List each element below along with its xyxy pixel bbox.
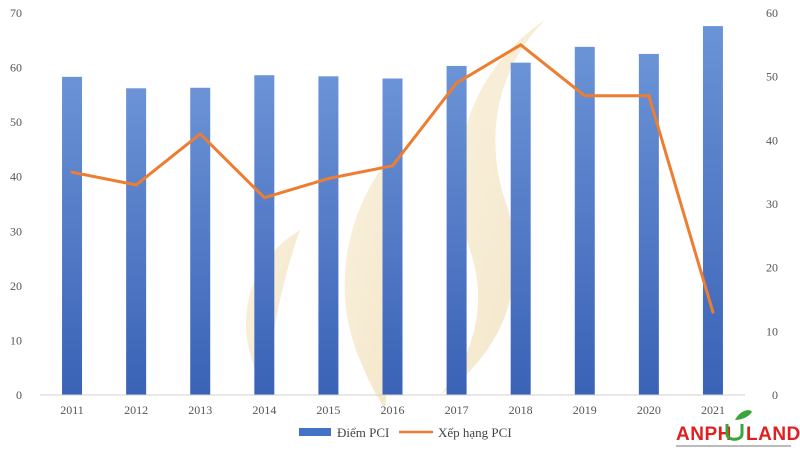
left-axis-tick-label: 40 [10, 170, 22, 184]
brand-logo-tagline [676, 445, 791, 447]
line-point [70, 170, 74, 174]
bar [126, 88, 147, 396]
x-axis-tick-label: 2017 [445, 403, 469, 417]
right-axis-tick-label: 30 [766, 197, 778, 211]
bar [62, 76, 83, 395]
x-axis-tick-label: 2018 [509, 403, 533, 417]
right-y-axis: 0 10 20 30 40 50 60 [766, 6, 778, 402]
x-axis-tick-label: 2020 [637, 403, 661, 417]
bar [382, 78, 403, 395]
left-axis-tick-label: 0 [16, 388, 22, 402]
brand-logo-leaf-icon [735, 410, 752, 420]
left-axis-tick-label: 60 [10, 61, 22, 75]
right-axis-tick-label: 0 [772, 388, 778, 402]
brand-logo-text-b: LAND [746, 424, 800, 445]
legend: Điểm PCI Xếp hạng PCI [299, 425, 512, 440]
legend-swatch-bar [299, 428, 331, 436]
bar [702, 26, 723, 396]
x-axis-tick-label: 2016 [381, 403, 405, 417]
right-axis-tick-label: 50 [766, 70, 778, 84]
legend-label-bar: Điểm PCI [337, 425, 389, 440]
left-axis-tick-label: 70 [10, 6, 22, 20]
brand-logo-text-a: ANPH [676, 424, 732, 445]
left-y-axis: 0 10 20 30 40 50 60 70 [10, 6, 22, 402]
x-axis-tick-label: 2015 [316, 403, 340, 417]
x-axis-tick-label: 2019 [573, 403, 597, 417]
line-series [70, 43, 715, 314]
legend-label-line: Xếp hạng PCI [438, 425, 512, 440]
line-point [134, 183, 138, 187]
line-point [583, 94, 587, 98]
right-axis-tick-label: 20 [766, 261, 778, 275]
x-axis-tick-label: 2021 [701, 403, 725, 417]
line-point [455, 81, 459, 85]
left-axis-tick-label: 50 [10, 115, 22, 129]
brand-logo: ANPH LAND [676, 410, 800, 447]
right-axis-tick-label: 60 [766, 6, 778, 20]
bar [510, 62, 531, 395]
bar [574, 46, 595, 395]
bar [318, 76, 339, 395]
x-axis-tick-label: 2011 [60, 403, 84, 417]
bar-series [62, 26, 723, 396]
left-axis-tick-label: 10 [10, 333, 22, 347]
bar [446, 65, 467, 395]
left-axis-tick-label: 30 [10, 224, 22, 238]
x-axis-tick-label: 2013 [188, 403, 212, 417]
bar [190, 87, 211, 396]
bar [254, 75, 275, 395]
line-point [711, 310, 715, 314]
line-point [519, 43, 523, 47]
left-axis-tick-label: 20 [10, 279, 22, 293]
brand-logo-u-mark [725, 424, 744, 441]
line-point [198, 132, 202, 136]
x-axis: 2011 2012 2013 2014 2015 2016 2017 2018 2019 2020… [40, 394, 745, 417]
line-point [326, 177, 330, 181]
right-axis-tick-label: 40 [766, 133, 778, 147]
x-axis-tick-label: 2012 [124, 403, 148, 417]
line-point [647, 94, 651, 98]
bar [638, 53, 659, 396]
right-axis-tick-label: 10 [766, 324, 778, 338]
line-point [391, 164, 394, 168]
line-point [262, 196, 266, 200]
x-axis-tick-label: 2014 [252, 403, 276, 417]
